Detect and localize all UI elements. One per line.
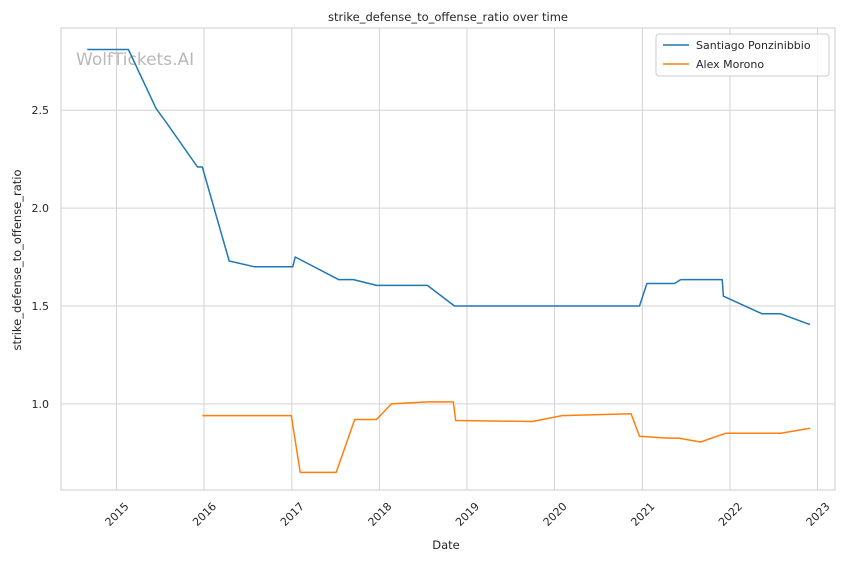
y-tick-label: 2.0 — [32, 202, 50, 215]
x-axis-label: Date — [432, 538, 460, 552]
y-tick-label: 1.5 — [32, 300, 50, 313]
plot-area — [60, 27, 836, 491]
chart-title: strike_defense_to_offense_ratio over tim… — [328, 10, 568, 24]
legend-label-alex-morono: Alex Morono — [696, 58, 764, 71]
series-line-alex-morono — [202, 401, 811, 474]
y-axis-label: strike_defense_to_offense_ratio — [10, 169, 24, 350]
legend-box — [655, 33, 830, 77]
grid-lines — [61, 28, 835, 490]
legend-label-santiago-ponzinibbio: Santiago Ponzinibbio — [696, 39, 811, 52]
watermark: WolfTickets.AI — [76, 50, 194, 70]
y-tick-labels: 1.0 1.5 2.0 2.5 — [32, 104, 50, 411]
y-tick-label: 1.0 — [32, 398, 50, 411]
legend: Santiago Ponzinibbio Alex Morono — [655, 33, 830, 77]
y-tick-label: 2.5 — [32, 104, 50, 117]
series-layer — [87, 48, 811, 474]
series-line-santiago-ponzinibbio — [87, 48, 811, 326]
